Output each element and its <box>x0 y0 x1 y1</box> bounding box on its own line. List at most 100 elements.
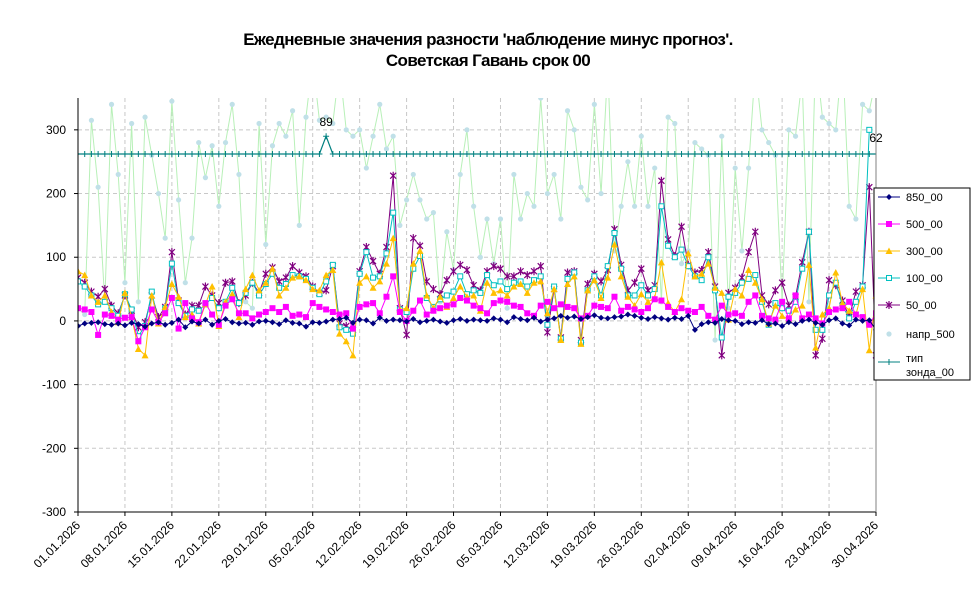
data-point-300_00 <box>409 260 417 267</box>
data-point-850_00 <box>148 320 155 327</box>
data-point-50_00 <box>543 328 551 337</box>
data-point-50_00 <box>517 267 525 276</box>
data-point-850_00 <box>423 317 430 324</box>
data-point-300_00 <box>859 285 867 293</box>
data-point-500_00 <box>148 306 155 313</box>
data-point-300_00 <box>818 311 826 318</box>
data-point-напр_500 <box>672 120 678 127</box>
data-point-tip-zonda <box>510 151 517 158</box>
data-point-850_00 <box>115 320 122 327</box>
data-point-300_00 <box>262 279 270 286</box>
data-point-500_00 <box>115 316 122 323</box>
data-point-300_00 <box>637 290 645 298</box>
data-point-tip-zonda <box>437 151 444 158</box>
data-point-tip-zonda <box>812 151 819 158</box>
data-point-tip-zonda <box>175 151 182 158</box>
data-point-500_00 <box>282 303 289 310</box>
data-point-tip-zonda <box>195 151 202 158</box>
data-point-850_00 <box>651 314 658 321</box>
data-point-500_00 <box>785 315 792 322</box>
data-point-850_00 <box>229 319 236 326</box>
data-point-напр_500 <box>464 127 470 133</box>
data-point-850_00 <box>624 311 631 318</box>
data-point-850_00 <box>819 321 826 328</box>
chart-title-line2: Советская Гавань срок 00 <box>385 51 591 70</box>
data-point-tip-zonda <box>819 151 826 158</box>
data-point-tip-zonda <box>457 151 464 158</box>
data-point-50_00 <box>389 171 397 180</box>
data-point-850_00 <box>235 320 242 327</box>
data-point-напр_500 <box>196 139 202 146</box>
data-point-500_00 <box>551 305 558 312</box>
data-point-500_00 <box>175 325 182 332</box>
data-point-500_00 <box>557 301 564 308</box>
data-point-300_00 <box>597 294 605 301</box>
x-tick-label: 22.01.2026 <box>172 518 225 571</box>
data-point-500_00 <box>349 325 356 332</box>
data-point-300_00 <box>771 302 779 309</box>
data-point-850_00 <box>497 316 504 323</box>
data-point-tip-zonda <box>591 151 598 158</box>
data-point-300_00 <box>624 293 632 300</box>
data-point-напр_500 <box>209 143 215 149</box>
data-point-50_00 <box>322 286 330 295</box>
data-point-300_00 <box>456 283 464 290</box>
data-point-850_00 <box>839 320 846 327</box>
data-point-500_00 <box>470 302 477 309</box>
data-point-tip-zonda <box>209 151 216 158</box>
x-tick-label: 26.03.2026 <box>594 518 647 571</box>
data-point-100_00 <box>356 270 363 277</box>
data-point-500_00 <box>450 301 457 308</box>
data-point-100_00 <box>698 277 705 284</box>
data-point-500_00 <box>712 316 719 323</box>
data-point-850_00 <box>638 314 645 321</box>
data-point-напр_500 <box>712 337 718 343</box>
x-tick-label: 19.03.2026 <box>547 518 600 571</box>
data-point-500_00 <box>651 296 658 303</box>
data-point-300_00 <box>295 272 303 280</box>
data-point-850_00 <box>142 323 149 330</box>
data-point-850_00 <box>645 316 651 323</box>
data-point-напр_500 <box>544 190 551 197</box>
data-point-850_00 <box>665 316 672 323</box>
data-point-50_00 <box>597 277 605 286</box>
data-point-tip-zonda <box>256 151 263 158</box>
data-point-850_00 <box>705 319 712 326</box>
data-point-850_00 <box>303 323 309 330</box>
data-point-850_00 <box>437 318 444 325</box>
data-point-напр_500 <box>122 280 128 286</box>
data-point-850_00 <box>95 319 102 326</box>
data-point-напр_500 <box>692 139 698 146</box>
data-point-300_00 <box>530 279 538 286</box>
data-point-tip-zonda <box>363 151 370 158</box>
data-point-300_00 <box>684 249 692 257</box>
data-point-500_00 <box>477 305 484 312</box>
data-point-850_00 <box>430 316 437 323</box>
data-point-500_00 <box>370 300 377 307</box>
data-point-500_00 <box>182 300 189 307</box>
data-point-50_00 <box>503 272 511 281</box>
data-point-tip-zonda <box>450 151 457 158</box>
x-tick-label: 23.04.2026 <box>782 518 835 571</box>
data-point-500_00 <box>718 302 725 309</box>
data-point-tip-zonda <box>805 151 812 158</box>
data-point-напр_500 <box>806 299 812 305</box>
data-point-напр_500 <box>678 261 685 267</box>
x-tick-label: 09.04.2026 <box>688 518 741 571</box>
data-point-tip-zonda <box>531 151 537 158</box>
data-point-50_00 <box>101 285 109 294</box>
data-point-100_00 <box>215 305 222 312</box>
data-point-напр_500 <box>377 101 383 107</box>
data-point-500_00 <box>752 292 759 299</box>
data-point-tip-zonda <box>604 151 611 158</box>
x-tick-label: 26.02.2026 <box>406 518 459 571</box>
data-point-напр_500 <box>585 197 591 203</box>
data-point-850_00 <box>81 320 88 327</box>
data-point-100_00 <box>846 315 853 322</box>
data-point-500_00 <box>88 309 95 316</box>
data-point-300_00 <box>564 280 572 287</box>
legend-marker <box>886 194 892 200</box>
data-point-100_00 <box>209 294 216 301</box>
data-point-500_00 <box>517 303 524 310</box>
data-point-напр_500 <box>497 216 504 222</box>
